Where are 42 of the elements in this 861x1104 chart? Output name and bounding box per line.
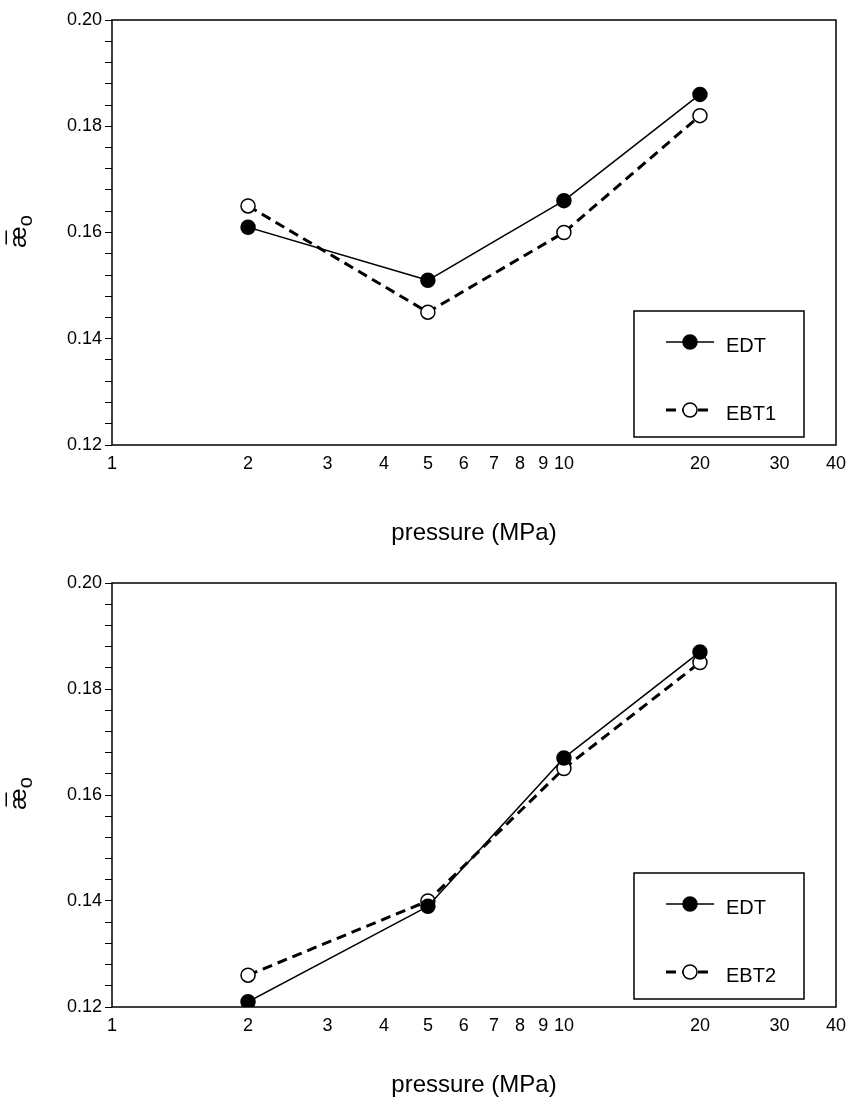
x-tick-label: 40: [825, 1014, 847, 1035]
x-tick-label: 7: [488, 452, 499, 473]
x-tick-label: 6: [458, 452, 469, 473]
x-tick-label: 2: [243, 1014, 254, 1035]
x-tick-label: 1: [106, 452, 118, 473]
x-tick-label: 9: [538, 1014, 549, 1035]
x-tick-label: 30: [769, 1014, 790, 1035]
x-tick-label: 20: [689, 1014, 710, 1035]
legend-label: EBT1: [726, 401, 777, 424]
x-tick-label: 40: [825, 452, 847, 473]
x-tick-label: 8: [515, 452, 526, 473]
x-tick-label: 10: [553, 1014, 574, 1035]
legend-label: EBT2: [726, 963, 777, 986]
x-axis-title: pressure (MPa): [391, 518, 557, 546]
x-tick-label: 30: [769, 452, 790, 473]
y-tick-label: 0.20: [66, 571, 102, 592]
y-tick-label: 0.12: [66, 433, 102, 454]
x-axis-title: pressure (MPa): [391, 1070, 557, 1098]
y-tick-label: 0.18: [66, 115, 102, 136]
x-tick-label: 1: [106, 1014, 118, 1035]
x-tick-label: 3: [322, 452, 333, 473]
x-tick-label: 6: [458, 1014, 469, 1035]
y-tick-label: 0.16: [66, 783, 102, 804]
y-tick-label: 0.18: [66, 677, 102, 698]
y-tick-label: 0.14: [66, 327, 102, 348]
x-tick-label: 4: [379, 452, 390, 473]
x-tick-label: 7: [488, 1014, 499, 1035]
x-tick-label: 4: [379, 1014, 390, 1035]
x-tick-label: 5: [422, 1014, 433, 1035]
x-tick-label: 9: [538, 452, 549, 473]
y-tick-label: 0.14: [66, 889, 102, 910]
y-tick-label: 0.20: [66, 8, 102, 29]
y-tick-label: 0.16: [66, 221, 102, 242]
y-tick-label: 0.12: [66, 995, 102, 1016]
x-tick-label: 2: [243, 452, 254, 473]
x-tick-label: 8: [515, 1014, 526, 1035]
legend-label: EDT: [726, 333, 766, 356]
x-tick-label: 3: [322, 1014, 333, 1035]
x-tick-label: 5: [422, 452, 433, 473]
x-tick-label: 10: [553, 452, 574, 473]
x-tick-label: 20: [689, 452, 710, 473]
legend-label: EDT: [726, 895, 766, 918]
